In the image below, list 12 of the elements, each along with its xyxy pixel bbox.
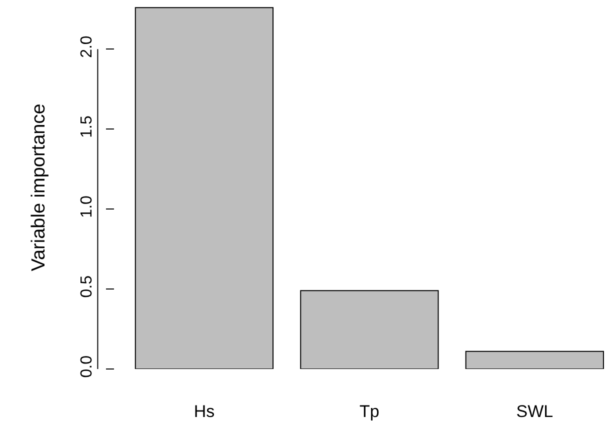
y-tick-label: 0.5 xyxy=(78,275,96,298)
y-tick-label: 2.0 xyxy=(78,36,96,58)
y-axis-title: Variable importance xyxy=(28,104,50,272)
y-tick-label: 1.0 xyxy=(78,195,96,218)
bar xyxy=(134,7,274,369)
x-tick-label: Tp xyxy=(360,402,380,421)
y-tick-label: 1.5 xyxy=(78,116,96,138)
x-tick-label: SWL xyxy=(516,402,554,421)
x-tick-label: Hs xyxy=(194,402,215,421)
bar xyxy=(465,350,604,369)
bar xyxy=(300,290,439,369)
y-tick-label: 0.0 xyxy=(78,355,96,378)
